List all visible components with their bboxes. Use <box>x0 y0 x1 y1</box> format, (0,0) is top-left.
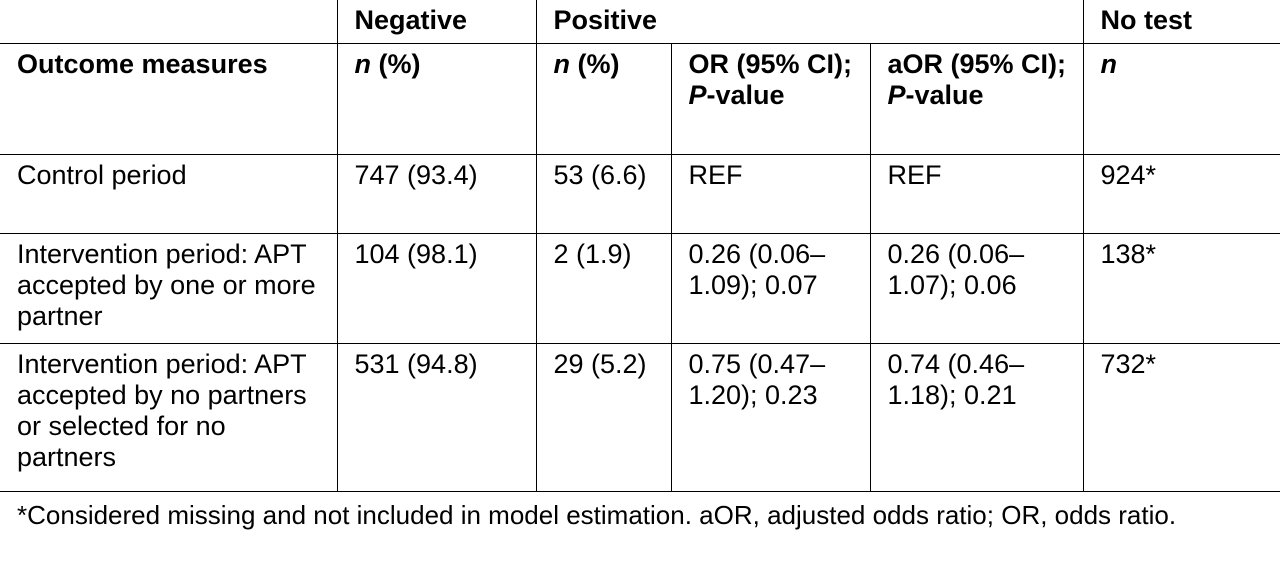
table-footnote: *Considered missing and not included in … <box>17 500 1177 530</box>
or-label: OR (95% CI); <box>688 48 853 79</box>
header-or: OR (95% CI); P-value <box>670 42 871 155</box>
cell-outcome: Intervention period: APT accepted by one… <box>0 232 338 344</box>
pvalue-label: -value <box>706 79 785 110</box>
cell-no-test: 924* <box>1082 153 1280 234</box>
italic-p: P <box>688 79 707 110</box>
pvalue-label: -value <box>905 79 984 110</box>
cell-aor: 0.26 (0.06–1.07); 0.06 <box>869 232 1084 344</box>
cell-or: REF <box>670 153 871 234</box>
header-outcome-measures: Outcome measures <box>0 42 338 155</box>
header-row-1: Negative Positive No test <box>0 0 1280 44</box>
results-table: Negative Positive No test Outcome measur… <box>0 0 1280 492</box>
header-negative-n: n (%) <box>336 42 537 155</box>
cell-or: 0.75 (0.47–1.20); 0.23 <box>670 342 871 492</box>
percent-label: (%) <box>371 48 421 79</box>
cell-positive-n: 2 (1.9) <box>535 232 672 344</box>
header-positive-span-cell <box>671 0 870 44</box>
cell-no-test: 138* <box>1082 232 1280 344</box>
header-no-test-n: n <box>1082 42 1280 155</box>
cell-positive-n: 53 (6.6) <box>535 153 672 234</box>
table-row: Control period 747 (93.4) 53 (6.6) REF R… <box>0 153 1280 234</box>
italic-n: n <box>1100 48 1118 79</box>
cell-or: 0.26 (0.06–1.09); 0.07 <box>670 232 871 344</box>
cell-negative: 531 (94.8) <box>336 342 537 492</box>
header-blank-cell <box>0 0 338 44</box>
header-no-test: No test <box>1082 0 1280 44</box>
percent-label: (%) <box>570 48 620 79</box>
header-row-2: Outcome measures n (%) n (%) OR (95% CI)… <box>0 42 1280 155</box>
italic-n: n <box>553 48 571 79</box>
header-negative: Negative <box>336 0 537 44</box>
cell-no-test: 732* <box>1082 342 1280 492</box>
header-positive-n: n (%) <box>535 42 672 155</box>
cell-outcome: Intervention period: APT accepted by no … <box>0 342 338 492</box>
italic-n: n <box>354 48 372 79</box>
cell-outcome: Control period <box>0 153 338 234</box>
header-positive: Positive <box>535 0 671 44</box>
cell-negative: 747 (93.4) <box>336 153 537 234</box>
aor-label: aOR (95% CI); <box>887 48 1067 79</box>
cell-positive-n: 29 (5.2) <box>535 342 672 492</box>
table-row: Intervention period: APT accepted by one… <box>0 232 1280 344</box>
table-row: Intervention period: APT accepted by no … <box>0 342 1280 492</box>
italic-p: P <box>887 79 906 110</box>
cell-aor: 0.74 (0.46–1.18); 0.21 <box>869 342 1084 492</box>
cell-aor: REF <box>869 153 1084 234</box>
cell-negative: 104 (98.1) <box>336 232 537 344</box>
header-aor: aOR (95% CI); P-value <box>869 42 1084 155</box>
header-positive-span-cell <box>870 0 1084 44</box>
